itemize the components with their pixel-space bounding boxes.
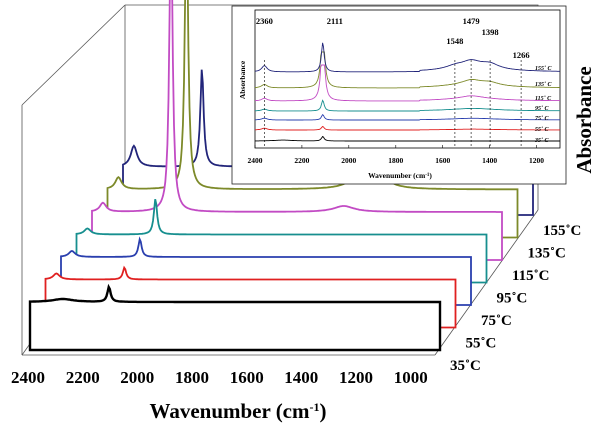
x-axis-title-sup: -1 (310, 400, 320, 414)
x-tick-label-1: 2200 (66, 368, 100, 387)
inset-tick-label-3: 1800 (388, 156, 403, 165)
inset-curve-0 (255, 135, 560, 142)
inset-x-label-close: ) (429, 171, 432, 180)
temperature-label-4: 115˚C (512, 268, 550, 284)
inset-x-label-text: Wavenumber (cm (368, 171, 426, 180)
inset-peak-label-0: 2360 (256, 16, 273, 26)
temperature-label-6: 155˚C (543, 223, 581, 239)
inset-tick-label-0: 2400 (248, 156, 263, 165)
x-tick-label-7: 1000 (394, 368, 428, 387)
x-axis-title-text: Wavenumber (cm (149, 399, 310, 423)
inset-tick-label-2: 2000 (341, 156, 356, 165)
inset-series-label-4: 75˚ C (535, 115, 549, 122)
inset-curve-3 (255, 99, 561, 112)
inset-x-label: Wavenumber (cm-1) (368, 171, 432, 180)
spectrum-ribbon-0 (28, 283, 442, 352)
inset-background (231, 5, 567, 185)
x-tick-label-0: 2400 (11, 368, 45, 387)
x-tick-label-6: 1200 (339, 368, 373, 387)
inset-tick-label-5: 1400 (482, 156, 497, 165)
inset-series-labels: 155˚ C 135˚ C 115˚ C 95˚ C 75˚ C 55˚ C 35˚ C (534, 65, 552, 144)
inset-series-label-2: 115˚ C (535, 95, 552, 102)
x-tick-label-4: 1600 (230, 368, 264, 387)
temperature-label-0: 35˚C (450, 358, 481, 374)
inset-curves (254, 42, 561, 146)
temperature-label-2: 75˚C (481, 313, 512, 329)
x-tick-label-2: 2000 (120, 368, 154, 387)
inset-peak-label-5: 1266 (513, 50, 530, 60)
x-tick-label-3: 1800 (175, 368, 209, 387)
spectra-ribbons (28, 0, 534, 352)
inset-peak-label-4: 1398 (482, 27, 499, 37)
inset-plot-frame (254, 9, 561, 149)
inset-curve-4 (255, 64, 560, 102)
inset-curve-6 (254, 42, 560, 73)
x-tick-label-5: 1400 (284, 368, 318, 387)
inset-x-ticks: 2400 2200 2000 1800 1600 1400 1200 (248, 145, 544, 165)
inset-peak-label-3: 1479 (463, 16, 480, 26)
temperature-labels: 35˚C 55˚C 75˚C 95˚C 115˚C 135˚C 155˚C (450, 223, 581, 374)
inset-curve-5 (255, 51, 560, 89)
inset-peak-label-1: 2111 (327, 16, 343, 26)
temperature-label-1: 55˚C (466, 336, 497, 352)
x-axis-title: Wavenumber (cm-1) (149, 399, 326, 423)
temperature-label-3: 95˚C (497, 291, 528, 307)
inset-x-label-sup: -1 (425, 173, 430, 178)
inset-series-label-1: 135˚ C (535, 81, 552, 88)
inset-tick-label-1: 2200 (294, 156, 309, 165)
x-tick-labels: 2400 2200 2000 1800 1600 1400 1200 1000 (11, 368, 428, 387)
inset-y-label: Absorbance (238, 60, 247, 99)
temperature-label-5: 135˚C (528, 246, 566, 262)
inset-peak-label-2: 1548 (446, 36, 463, 46)
inset-series-label-6: 35˚ C (534, 137, 549, 144)
inset-curve-1 (255, 125, 560, 131)
inset-series-label-5: 55˚ C (535, 126, 549, 133)
inset-panel: 2400 2200 2000 1800 1600 1400 1200 2360 2111 154… (231, 5, 567, 185)
inset-series-label-3: 95˚ C (535, 105, 549, 112)
inset-tick-label-6: 1200 (529, 156, 544, 165)
inset-curve-2 (255, 114, 560, 121)
inset-series-label-0: 155˚ C (535, 65, 552, 72)
x-axis-title-close: ) (320, 399, 327, 423)
z-axis-title: Absorbance (572, 66, 596, 173)
inset-tick-label-4: 1600 (435, 156, 450, 165)
